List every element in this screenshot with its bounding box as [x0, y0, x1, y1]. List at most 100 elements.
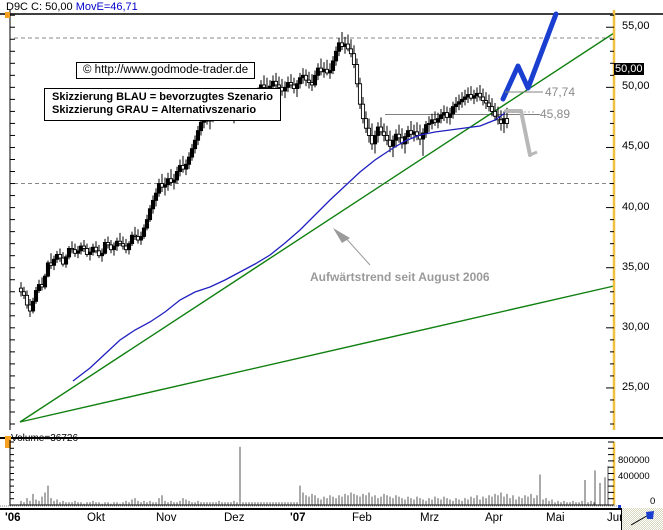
candle-body: [129, 234, 135, 245]
left-edge-marker: [5, 12, 10, 18]
candle-body: [66, 248, 72, 258]
volume-tick-label: 400000: [618, 471, 650, 482]
date-tick-label: Feb: [352, 512, 372, 524]
candle-body: [18, 287, 24, 293]
candle-body: [30, 300, 36, 312]
candle-body: [438, 114, 444, 120]
candle-body: [303, 74, 309, 81]
candle-body: [138, 235, 144, 241]
candle-body: [51, 258, 57, 266]
candle-body: [333, 50, 339, 62]
candle-body: [396, 133, 402, 139]
legend-line-gray: Skizzierung GRAU = Alternativszenario: [52, 104, 257, 116]
candle-body: [459, 98, 465, 103]
alternative-scenario-path: [504, 109, 532, 157]
candle-body: [351, 53, 357, 65]
candle-body: [378, 126, 384, 133]
volume-tick-label: 800000: [618, 455, 650, 466]
candle-body: [189, 148, 195, 158]
candle-body: [288, 82, 294, 86]
candle-body: [153, 192, 159, 201]
date-tick-label: '07: [290, 512, 306, 524]
candle-body: [69, 248, 75, 251]
candle-body: [99, 252, 105, 257]
date-tick-label: Mai: [546, 512, 565, 524]
candle-body: [105, 242, 111, 246]
candle-body: [174, 171, 180, 181]
candle-body: [87, 251, 93, 255]
candle-body: [456, 101, 462, 105]
price-tick-label: 25,00: [622, 380, 650, 393]
price-tick-label: 55,00: [622, 20, 650, 33]
candle-body: [126, 243, 132, 251]
candle-body: [390, 139, 396, 147]
candle-body: [414, 131, 420, 136]
candle-body: [162, 184, 168, 188]
candle-body: [327, 70, 333, 74]
candle-body: [132, 234, 138, 237]
candle-body: [480, 96, 486, 102]
candle-body: [330, 60, 336, 71]
candle-body: [273, 80, 279, 86]
candle-body: [447, 113, 453, 118]
date-tick-label: Dez: [224, 512, 245, 524]
candle-body: [102, 242, 108, 254]
copyright-watermark: © http://www.godmode-trader.de: [76, 62, 256, 79]
candle-body: [84, 248, 90, 255]
candle-body: [483, 100, 489, 104]
candle-body: [198, 121, 204, 132]
candle-body: [423, 124, 429, 134]
volume-value-label: Volume=36726: [11, 433, 79, 444]
uptrend-arrow-head: [333, 228, 350, 243]
date-tick-label: Jun: [607, 512, 626, 524]
candle-body: [312, 74, 318, 86]
date-axis-band: [0, 508, 663, 530]
candle-body: [504, 118, 510, 124]
candle-body: [24, 294, 30, 306]
current-price-marker: 50,00: [614, 63, 644, 75]
date-tick-label: Nov: [156, 512, 177, 524]
volume-tick-label: 0: [650, 496, 656, 507]
uptrend-annotation-label: Aufwärtstrend seit August 2006: [310, 270, 490, 284]
candle-body: [141, 227, 147, 237]
trendline-1: [19, 285, 615, 423]
blue-pointer-icon: [630, 511, 654, 526]
candle-body: [63, 256, 69, 265]
candle-body: [276, 84, 282, 88]
candle-body: [117, 240, 123, 245]
candle-body: [21, 291, 27, 296]
candle-body: [144, 219, 150, 229]
drawing-tool-icon[interactable]: [621, 508, 663, 530]
price-tick-label: 50,00: [622, 80, 650, 93]
candle-body: [195, 130, 201, 141]
price-tick-label: 40,00: [622, 200, 650, 213]
price-level-label-4589: 45,89: [540, 107, 571, 121]
date-tick-label: '06: [5, 512, 21, 524]
candle-body: [477, 92, 483, 98]
candle-body: [420, 132, 426, 140]
price-tick-label: 30,00: [622, 320, 650, 333]
price-tick-label: 45,00: [622, 140, 650, 153]
candle-body: [75, 250, 81, 254]
symbol-quote-label: D9C C: 50,00: [6, 1, 73, 13]
chart-header: D9C C: 50,00 MovE=46,71: [6, 1, 138, 13]
candle-body: [171, 179, 177, 183]
candle-body: [345, 43, 351, 50]
date-tick-label: Apr: [485, 512, 503, 524]
candle-body: [354, 64, 360, 85]
candle-body: [156, 183, 162, 194]
candle-body: [183, 163, 189, 170]
candle-body: [42, 275, 48, 288]
candle-body: [363, 118, 369, 129]
candle-body: [81, 245, 87, 249]
candle-body: [111, 245, 117, 251]
price-tick-label: 35,00: [622, 260, 650, 273]
candle-body: [186, 156, 192, 165]
candle-body: [471, 95, 477, 99]
candle-body: [36, 284, 42, 291]
preferred-scenario-path: [500, 11, 559, 102]
legend-line-blue: Skizzierung BLAU = bevorzugtes Szenario: [52, 91, 273, 103]
